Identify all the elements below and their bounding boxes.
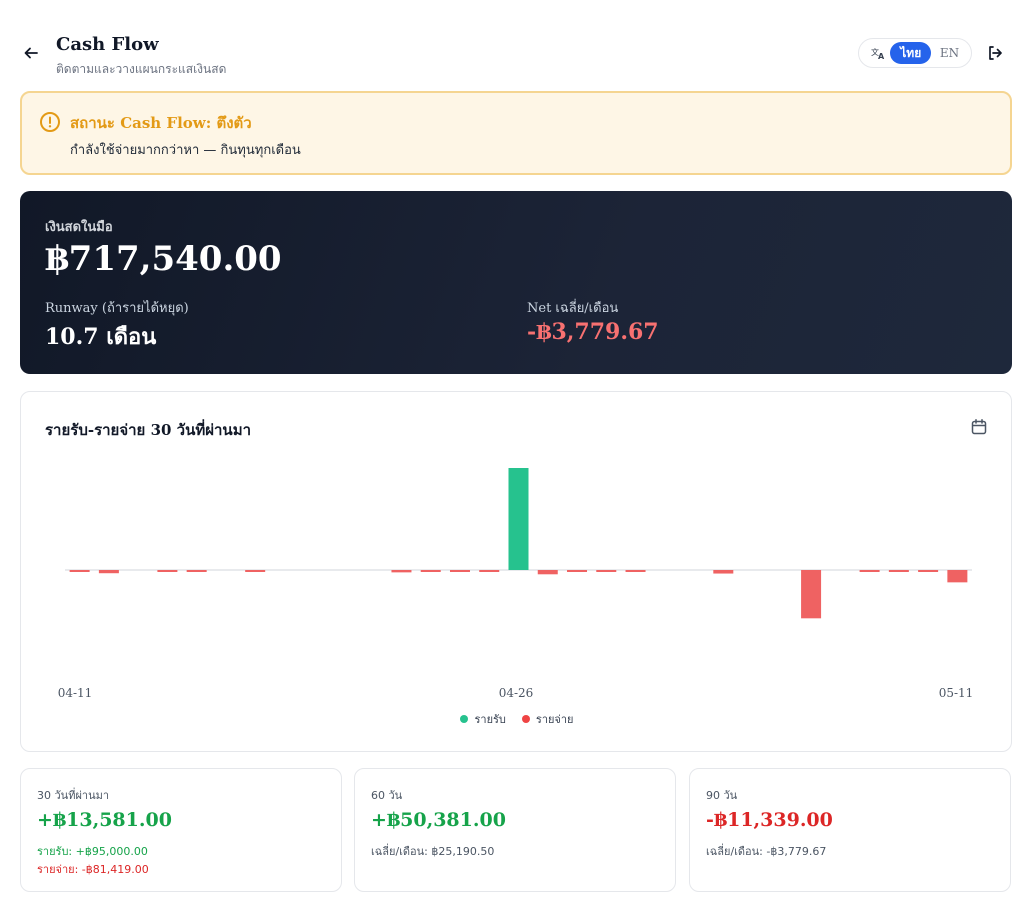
language-thai-button[interactable]: ไทย: [890, 42, 932, 64]
expense-bar: [537, 570, 558, 575]
calendar-icon: [971, 419, 987, 435]
x-tick-label: 04-11: [58, 686, 93, 700]
expense-bar: [859, 570, 880, 572]
cashflow-bar-chart: 04-11 04-26 05-11: [58, 468, 974, 700]
expense-bar: [888, 570, 909, 572]
period-net-value: +฿50,381.00: [371, 809, 506, 831]
period-label: 90 วัน: [706, 789, 738, 802]
expense-bar: [479, 570, 500, 572]
cash-on-hand-label: เงินสดในมือ: [45, 220, 113, 235]
svg-text:A: A: [878, 52, 885, 60]
legend-item-expense: รายจ่าย: [521, 710, 574, 728]
expense-bar: [449, 570, 470, 572]
period-expense: รายจ่าย: -฿81,419.00: [37, 863, 149, 876]
runway-label: Runway (ถ้ารายได้หยุด): [45, 301, 189, 316]
chart-legend: รายรับ รายจ่าย: [21, 710, 1013, 728]
cashflow-chart-card: รายรับ-รายจ่าย 30 วันที่ผ่านมา 04-11 04-2…: [20, 391, 1012, 752]
period-card-60-days: 60 วัน +฿50,381.00 เฉลี่ย/เดือน: ฿25,190…: [354, 768, 676, 892]
expense-bar: [391, 570, 412, 573]
period-monthly-average: เฉลี่ย/เดือน: ฿25,190.50: [371, 845, 495, 858]
logout-icon: [989, 46, 1002, 60]
period-net-value: -฿11,339.00: [706, 809, 833, 831]
period-card-30-days: 30 วันที่ผ่านมา +฿13,581.00 รายรับ: +฿95…: [20, 768, 342, 892]
period-income: รายรับ: +฿95,000.00: [37, 845, 148, 858]
expense-bar: [567, 570, 588, 572]
language-english-button[interactable]: EN: [939, 46, 960, 60]
period-label: 30 วันที่ผ่านมา: [37, 789, 110, 802]
legend-label-expense: รายจ่าย: [535, 713, 574, 726]
cashflow-status-alert: สถานะ Cash Flow: ตึงตัว กำลังใช้จ่ายมากก…: [20, 91, 1012, 175]
expense-bar: [420, 570, 441, 572]
expense-bar: [245, 570, 266, 572]
x-tick-label: 05-11: [939, 686, 974, 700]
net-average-value: -฿3,779.67: [527, 319, 659, 345]
page-subtitle: ติดตามและวางแผนกระแสเงินสด: [56, 62, 227, 76]
income-bar: [508, 468, 529, 570]
expense-bar: [713, 570, 734, 574]
expense-bar: [947, 570, 968, 583]
alert-circle-icon: [40, 112, 60, 132]
arrow-left-icon: [24, 47, 38, 59]
legend-item-income: รายรับ: [460, 710, 506, 728]
cash-on-hand-value: ฿717,540.00: [45, 239, 282, 279]
expense-bar: [918, 570, 939, 572]
period-net-value: +฿13,581.00: [37, 809, 172, 831]
alert-title: สถานะ Cash Flow: ตึงตัว: [70, 114, 252, 132]
expense-bar: [801, 570, 822, 619]
runway-value: 10.7 เดือน: [45, 324, 157, 350]
page-title: Cash Flow: [56, 34, 159, 55]
legend-swatch-expense: [521, 715, 530, 723]
period-card-90-days: 90 วัน -฿11,339.00 เฉลี่ย/เดือน: -฿3,779…: [689, 768, 1011, 892]
expense-bar: [69, 570, 90, 572]
expense-bar: [186, 570, 207, 572]
legend-label-income: รายรับ: [474, 713, 506, 726]
legend-swatch-income: [460, 715, 469, 723]
expense-bar: [596, 570, 617, 572]
expense-bar: [157, 570, 178, 572]
period-label: 60 วัน: [371, 789, 403, 802]
back-button[interactable]: [20, 42, 42, 64]
logout-button[interactable]: [984, 42, 1006, 64]
net-average-label: Net เฉลี่ย/เดือน: [527, 301, 619, 316]
cash-summary-card: เงินสดในมือ ฿717,540.00 Runway (ถ้ารายได…: [20, 191, 1012, 374]
expense-bar: [98, 570, 119, 574]
date-range-button[interactable]: [970, 418, 990, 438]
svg-text:文: 文: [871, 47, 879, 57]
period-monthly-average: เฉลี่ย/เดือน: -฿3,779.67: [706, 845, 827, 858]
alert-message: กำลังใช้จ่ายมากกว่าหา — กินทุนทุกเดือน: [70, 143, 301, 158]
expense-bar: [625, 570, 646, 572]
chart-title: รายรับ-รายจ่าย 30 วันที่ผ่านมา: [45, 421, 252, 439]
x-tick-label: 04-26: [499, 686, 534, 700]
